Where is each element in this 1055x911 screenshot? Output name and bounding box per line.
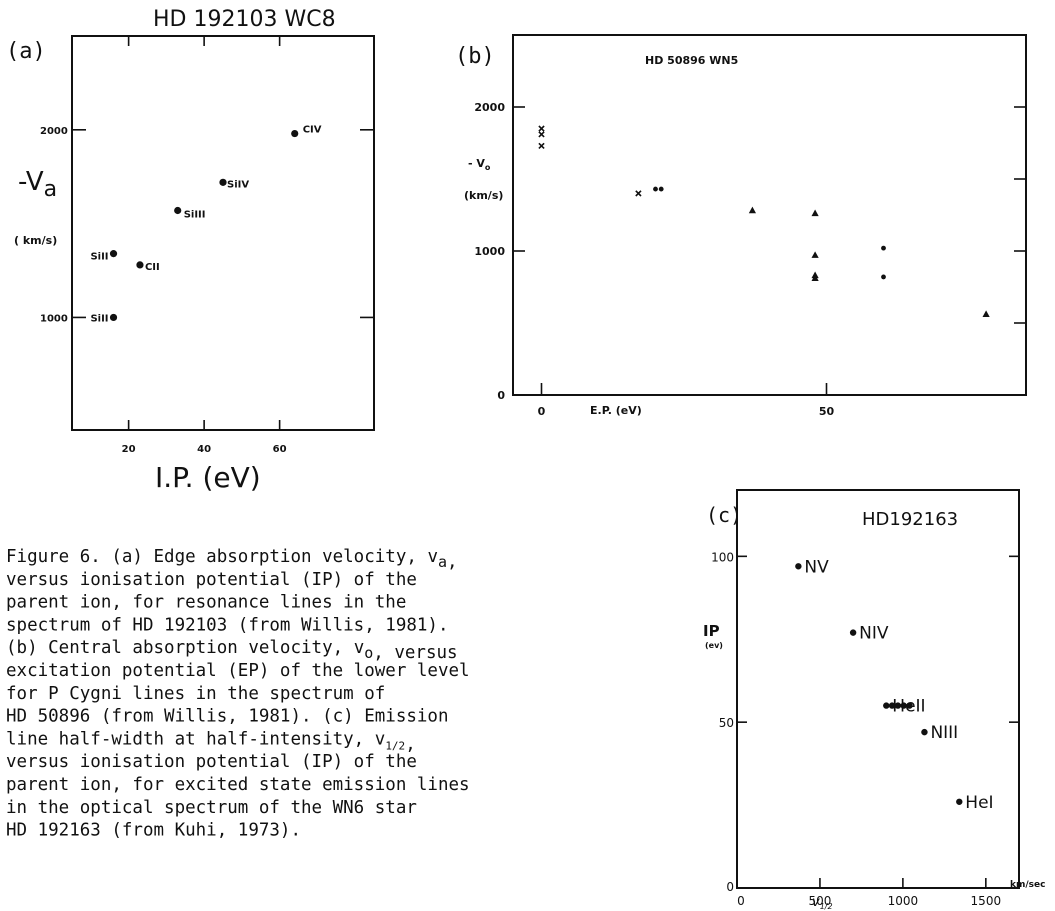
panel-b-ylabel: - Vo [468,157,491,172]
panel-c-xtick-label: 500 [808,894,831,908]
caption-line: line half-width at half-intensity, v1/2, [6,729,416,754]
panel-b-xlabel: E.P. (eV) [590,404,642,417]
panel-a-ylabel: -Va [18,167,57,202]
panel-c-ylabel: IP [703,622,720,640]
panel-c-point [921,728,928,736]
panel-b-points [538,125,990,317]
panel-b-ylabel-unit: (km/s) [464,189,503,202]
panel-c-point [795,563,802,570]
panel-a-title: HD 192103 WC8 [153,7,336,32]
panel-a-point-label: CIV [303,125,322,136]
caption-line: HD 50896 (from Willis, 1981). (c) Emissi… [6,707,449,727]
panel-a-point [174,206,182,215]
panel-c-point [883,702,890,709]
panel-b-xtick-label: 0 [538,405,546,418]
panel-c-point [900,702,907,709]
panel-a-point [136,261,144,269]
panel-b-point-dot [653,186,658,192]
panel-b-point-triangle [811,274,819,281]
panel-a-xtick-label: 60 [273,444,287,455]
caption-line: spectrum of HD 192103 (from Willis, 1981… [6,615,449,635]
caption-line: in the optical spectrum of the WN6 star [6,798,417,818]
panel-c-ytick-label: 100 [711,550,734,564]
caption-line: Figure 6. (a) Edge absorption velocity, … [6,547,458,572]
panel-a-xtick-label: 20 [122,444,136,455]
panel-c-chart: (c) HD192163 IP (ev) v1/2 km/sec 0 500 100… [703,489,1045,911]
panel-c-xtick-label: 0 [737,894,745,908]
panel-b-label: (b) [455,44,495,69]
caption-line: parent ion, for excited state emission l… [6,775,470,795]
caption-line: parent ion, for resonance lines in the [6,593,406,613]
panel-b-point-dot [881,245,886,251]
panel-c-point [956,798,963,805]
panel-a-chart: (a) HD 192103 WC8 -Va ( km/s) I.P. (eV) … [6,7,375,494]
panel-c-ylabel-unit: (ev) [705,641,723,650]
panel-b-chart: (b) HD 50896 WN5 - Vo (km/s) E.P. (eV) 0… [455,34,1027,418]
panel-c-point-label: NV [804,557,829,577]
caption-line: versus ionisation potential (IP) of the [6,570,417,590]
panel-b-point-triangle [982,310,990,317]
panel-c-xlabel-unit: km/sec [1010,880,1045,890]
panel-b-ytick-label: 2000 [474,101,505,114]
panel-a-point-label: SiII [90,252,108,263]
panel-b-ytick-label: 0 [497,389,505,402]
panel-c-title: HD192163 [862,509,958,530]
panel-c-ytick-label: 0 [726,880,734,894]
panel-c-ticks: 0 500 1000 1500 0 50 100 [711,550,1019,908]
caption-line: excitation potential (EP) of the lower l… [6,661,470,681]
panel-a-point-label: SiIV [227,179,249,190]
panel-c-ytick-label: 50 [719,716,734,730]
caption-line: HD 192163 (from Kuhi, 1973). [6,821,301,841]
panel-a-points: SiII SiII CII SiIII SiIV CIV [90,125,321,325]
panel-c-xtick-label: 1500 [971,894,1002,908]
panel-a-point [109,250,118,258]
panel-a-ytick-label: 2000 [40,126,68,137]
panel-b-point-triangle [811,209,819,217]
panel-a-ytick-label: 1000 [40,313,68,324]
panel-c-point [888,702,896,709]
panel-a-label: (a) [6,39,46,64]
panel-b-frame [512,34,1027,396]
panel-c-point [849,629,857,636]
panel-a-point-label: SiIII [184,209,206,220]
panel-b-xtick-label: 50 [819,405,835,418]
panel-a-point-label: SiII [90,313,108,324]
panel-b-point-triangle [811,251,819,258]
panel-c-points: NVNIVHeIINIIIHeI [795,557,994,813]
panel-b-point-cross [538,125,545,132]
figure-caption: Figure 6. (a) Edge absorption velocity, … [6,547,470,841]
panel-b-point-triangle [748,206,756,214]
panel-a-ylabel-unit: ( km/s) [14,234,57,247]
panel-b-point-cross [538,142,545,150]
panel-a-frame [71,35,375,431]
panel-a-ticks: 20 40 60 1000 2000 [40,36,374,455]
panel-c-point-label: NIII [930,723,958,743]
panel-b-ytick-label: 1000 [474,245,505,258]
panel-a-point [291,129,299,138]
panel-a-point [109,313,118,322]
panel-b-title: HD 50896 WN5 [645,54,738,67]
panel-b-point-dot [881,274,886,280]
panel-c-point [894,702,902,709]
panel-a-xlabel: I.P. (eV) [155,461,261,494]
panel-c-frame [736,489,1020,889]
panel-b-point-cross [538,131,545,138]
panel-c-point-label: NIV [859,624,889,644]
caption-line: versus ionisation potential (IP) of the [6,752,417,772]
panel-c-point [906,702,913,709]
panel-c-point-label: HeI [965,793,993,813]
panel-b-point-cross [635,190,642,197]
caption-line: (b) Central absorption velocity, vo, ver… [6,638,458,663]
panel-a-point [219,178,227,186]
caption-line: for P Cygni lines in the spectrum of [6,684,385,704]
panel-c-xtick-label: 1000 [888,894,919,908]
panel-a-point-label: CII [145,262,160,273]
panel-b-point-dot [658,186,664,192]
panel-a-xtick-label: 40 [197,444,211,455]
